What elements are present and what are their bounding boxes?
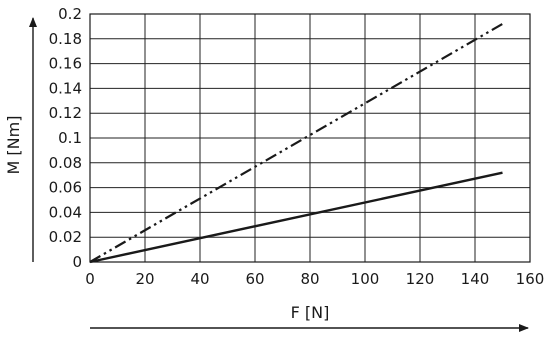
grid: [89, 13, 531, 263]
y-tick-label: 0.02: [49, 228, 82, 246]
plot-frame: [89, 13, 531, 263]
x-tick-label: 60: [245, 270, 264, 288]
y-tick-label: 0.08: [49, 154, 82, 172]
x-tick-label: 160: [516, 270, 545, 288]
x-axis-label: F [N]: [291, 303, 330, 322]
x-tick-labels: 0 20 40 60 80 100 120 140 160: [85, 270, 544, 288]
x-tick-label: 0: [85, 270, 95, 288]
y-tick-label: 0.12: [49, 104, 82, 122]
y-tick-label: 0.1: [58, 129, 82, 147]
y-tick-label: 0.2: [58, 5, 82, 23]
y-tick-label: 0.16: [49, 55, 82, 73]
x-tick-label: 20: [135, 270, 154, 288]
x-tick-label: 100: [351, 270, 380, 288]
series-line-dash-dot-dot: [89, 22, 504, 263]
x-tick-label: 120: [406, 270, 435, 288]
y-tick-label: 0.06: [49, 179, 82, 197]
y-tick-label: 0.14: [49, 79, 82, 97]
y-tick-label: 0: [72, 253, 82, 271]
x-tick-label: 140: [461, 270, 490, 288]
y-tick-labels: 0 0.02 0.04 0.06 0.08 0.1 0.12 0.14 0.16 0.18 0.2: [49, 5, 82, 271]
x-tick-label: 80: [300, 270, 319, 288]
series-group: [89, 22, 504, 264]
series-line-solid: [89, 171, 503, 264]
y-tick-label: 0.18: [49, 30, 82, 48]
y-axis-label: M [Nm]: [4, 116, 23, 175]
y-tick-label: 0.04: [49, 203, 82, 221]
x-tick-label: 40: [190, 270, 209, 288]
